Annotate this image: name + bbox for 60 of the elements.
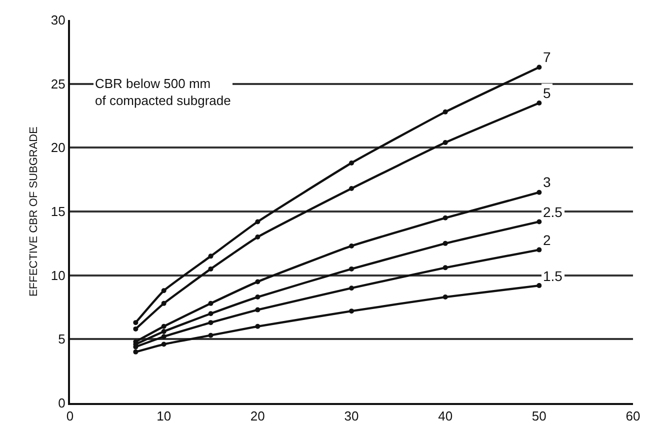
point <box>161 342 166 347</box>
point <box>349 308 354 314</box>
series-label: 3 <box>543 174 551 190</box>
point <box>208 311 214 316</box>
point <box>349 186 354 192</box>
point <box>255 294 260 300</box>
point <box>536 219 542 224</box>
series-label: 2.5 <box>543 204 563 220</box>
annotation: CBR below 500 mm of compacted subgrade <box>95 76 231 108</box>
x-tick-label: 50 <box>532 408 546 424</box>
y-tick-label: 0 <box>58 396 66 411</box>
series-label: 2 <box>543 232 551 248</box>
point <box>208 332 214 338</box>
series-label: 7 <box>543 49 551 65</box>
point <box>255 234 260 240</box>
y-tick-label: 5 <box>58 332 66 347</box>
point <box>442 109 448 114</box>
point <box>161 334 166 340</box>
y-tick-label: 30 <box>50 12 66 28</box>
point <box>133 326 138 332</box>
point <box>255 324 260 329</box>
series-label: 5 <box>543 85 551 101</box>
x-tick-label: 30 <box>344 408 359 424</box>
x-tick-label: 60 <box>626 408 640 424</box>
x-tick-label: 20 <box>250 408 265 424</box>
y-tick-label: 10 <box>50 268 66 283</box>
point <box>161 300 166 306</box>
point <box>536 247 542 252</box>
point <box>442 215 448 220</box>
point <box>349 160 354 166</box>
point <box>442 240 448 246</box>
point <box>349 266 354 272</box>
point <box>536 190 542 195</box>
point <box>133 320 138 326</box>
point <box>536 64 542 70</box>
point <box>349 286 354 291</box>
point <box>208 254 214 259</box>
y-axis-title: EFFECTIVE CBR OF SUBGRADE <box>28 126 40 296</box>
point <box>133 349 138 354</box>
point <box>442 140 448 146</box>
series-label: 1.5 <box>543 268 563 284</box>
point <box>208 266 214 272</box>
y-tick-label: 25 <box>50 76 66 92</box>
x-tick-label: 10 <box>156 408 172 424</box>
point <box>161 324 166 329</box>
x-tick-label: 40 <box>438 408 453 424</box>
point <box>349 243 354 248</box>
point <box>255 219 260 224</box>
point <box>208 300 214 306</box>
point <box>442 294 448 300</box>
point <box>161 288 166 294</box>
point <box>442 265 448 270</box>
point <box>255 279 260 284</box>
y-tick-label: 20 <box>50 140 66 156</box>
point <box>161 329 166 334</box>
point <box>255 307 260 312</box>
point <box>208 320 214 326</box>
point <box>536 100 542 106</box>
y-tick-label: 15 <box>50 204 66 220</box>
point <box>536 283 542 288</box>
